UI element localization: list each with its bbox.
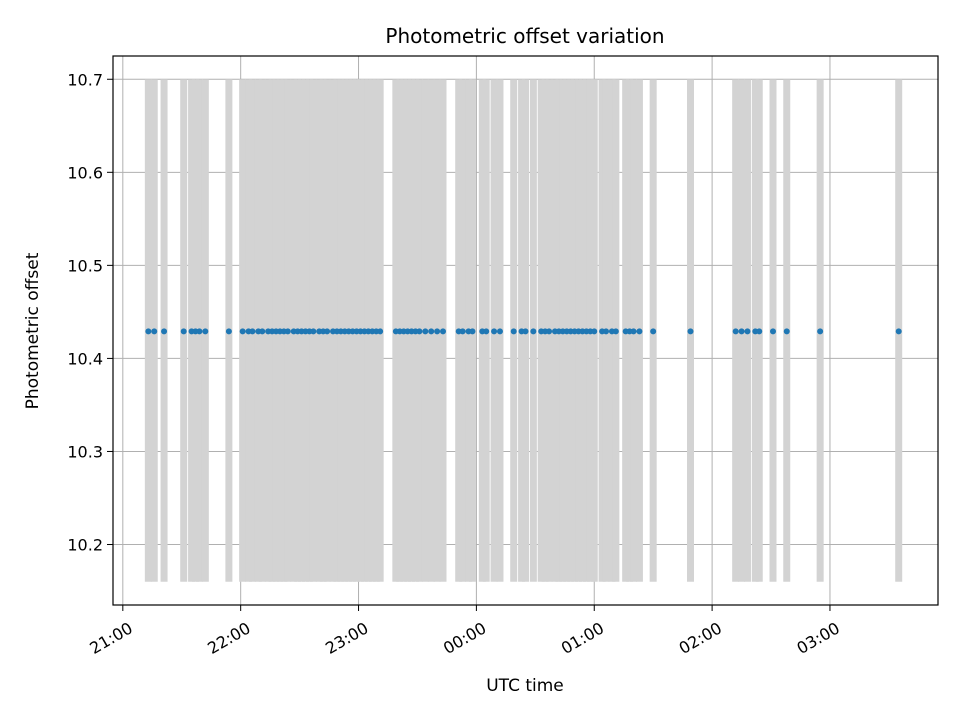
data-point (459, 328, 466, 335)
data-point (324, 328, 331, 335)
x-axis-label: UTC time (486, 676, 564, 696)
data-point (510, 328, 517, 335)
data-point (817, 328, 824, 335)
data-point (225, 328, 232, 335)
data-point (491, 328, 498, 335)
y-axis-ticks: 10.2 10.3 10.4 10.5 10.6 10.7 (67, 70, 113, 555)
data-point (530, 328, 537, 335)
plot-frame (112, 55, 939, 606)
data-point (239, 328, 246, 335)
data-point (770, 328, 776, 335)
y-tick-label: 10.7 (67, 70, 103, 89)
data-point (603, 328, 610, 335)
data-point (284, 328, 291, 335)
data-point (630, 328, 637, 335)
point-layer (145, 328, 902, 335)
data-point (440, 328, 446, 335)
data-point (180, 328, 187, 335)
data-point (422, 328, 429, 335)
y-tick-label: 10.2 (67, 536, 103, 555)
data-point (591, 328, 598, 335)
data-point (202, 328, 209, 335)
data-point (756, 328, 763, 335)
data-point (687, 328, 694, 335)
data-point (732, 328, 739, 335)
data-point (783, 328, 790, 335)
y-tick-label: 10.6 (67, 163, 103, 182)
data-point (612, 328, 619, 335)
data-point (434, 328, 441, 335)
data-point (310, 328, 317, 335)
data-point (636, 328, 643, 335)
data-point (377, 328, 384, 335)
data-point (249, 328, 256, 335)
data-point (522, 328, 529, 335)
data-point (744, 328, 751, 335)
data-point (546, 328, 553, 335)
data-point (738, 328, 745, 335)
y-tick-label: 10.3 (67, 442, 103, 461)
data-point (259, 328, 266, 335)
data-point (895, 328, 902, 335)
data-point (196, 328, 203, 335)
data-point (151, 328, 158, 335)
y-tick-label: 10.4 (67, 349, 103, 368)
data-point (145, 328, 152, 335)
data-point (416, 328, 423, 335)
data-point (496, 328, 503, 335)
data-point (428, 328, 435, 335)
chart-title: Photometric offset variation (385, 24, 664, 48)
y-axis-label: Photometric offset (23, 252, 43, 409)
data-point (650, 328, 657, 335)
y-tick-label: 10.5 (67, 256, 103, 275)
data-point (469, 328, 476, 335)
data-point (483, 328, 490, 335)
data-point (161, 328, 168, 335)
